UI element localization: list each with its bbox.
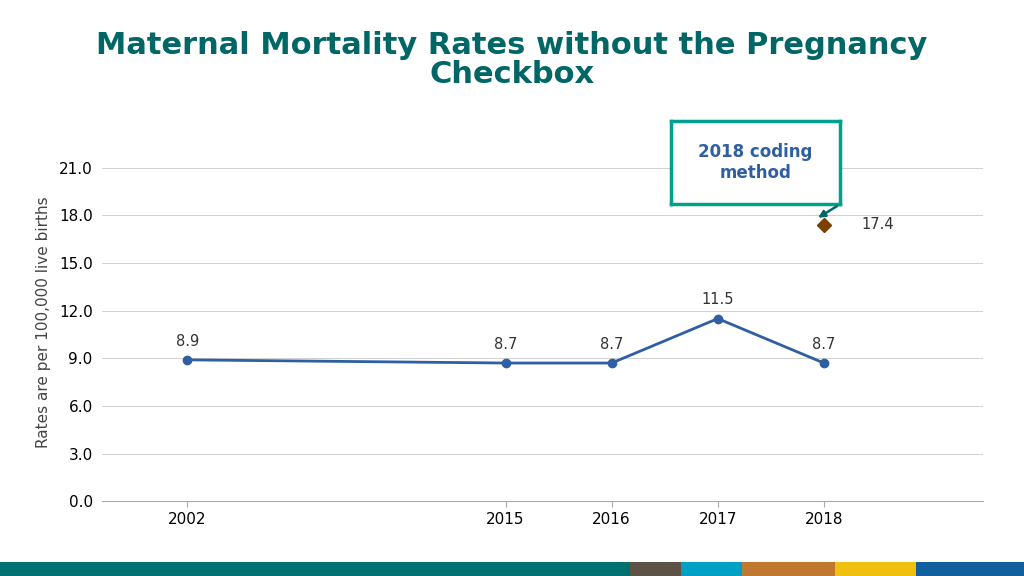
Bar <box>0 562 630 576</box>
Text: 11.5: 11.5 <box>701 293 734 308</box>
Text: Maternal Mortality Rates without the Pregnancy: Maternal Mortality Rates without the Pre… <box>96 32 928 60</box>
Text: 2018 coding
method: 2018 coding method <box>698 143 812 182</box>
Text: 8.7: 8.7 <box>494 337 517 352</box>
Bar <box>835 562 916 576</box>
Text: 8.7: 8.7 <box>812 337 836 352</box>
Bar <box>916 562 1024 576</box>
Text: 8.9: 8.9 <box>176 334 199 348</box>
Text: Checkbox: Checkbox <box>429 60 595 89</box>
Bar <box>630 562 681 576</box>
Bar <box>742 562 835 576</box>
Text: 8.7: 8.7 <box>600 337 624 352</box>
Text: 17.4: 17.4 <box>861 218 894 233</box>
Bar <box>681 562 742 576</box>
Y-axis label: Rates are per 100,000 live births: Rates are per 100,000 live births <box>36 197 50 448</box>
